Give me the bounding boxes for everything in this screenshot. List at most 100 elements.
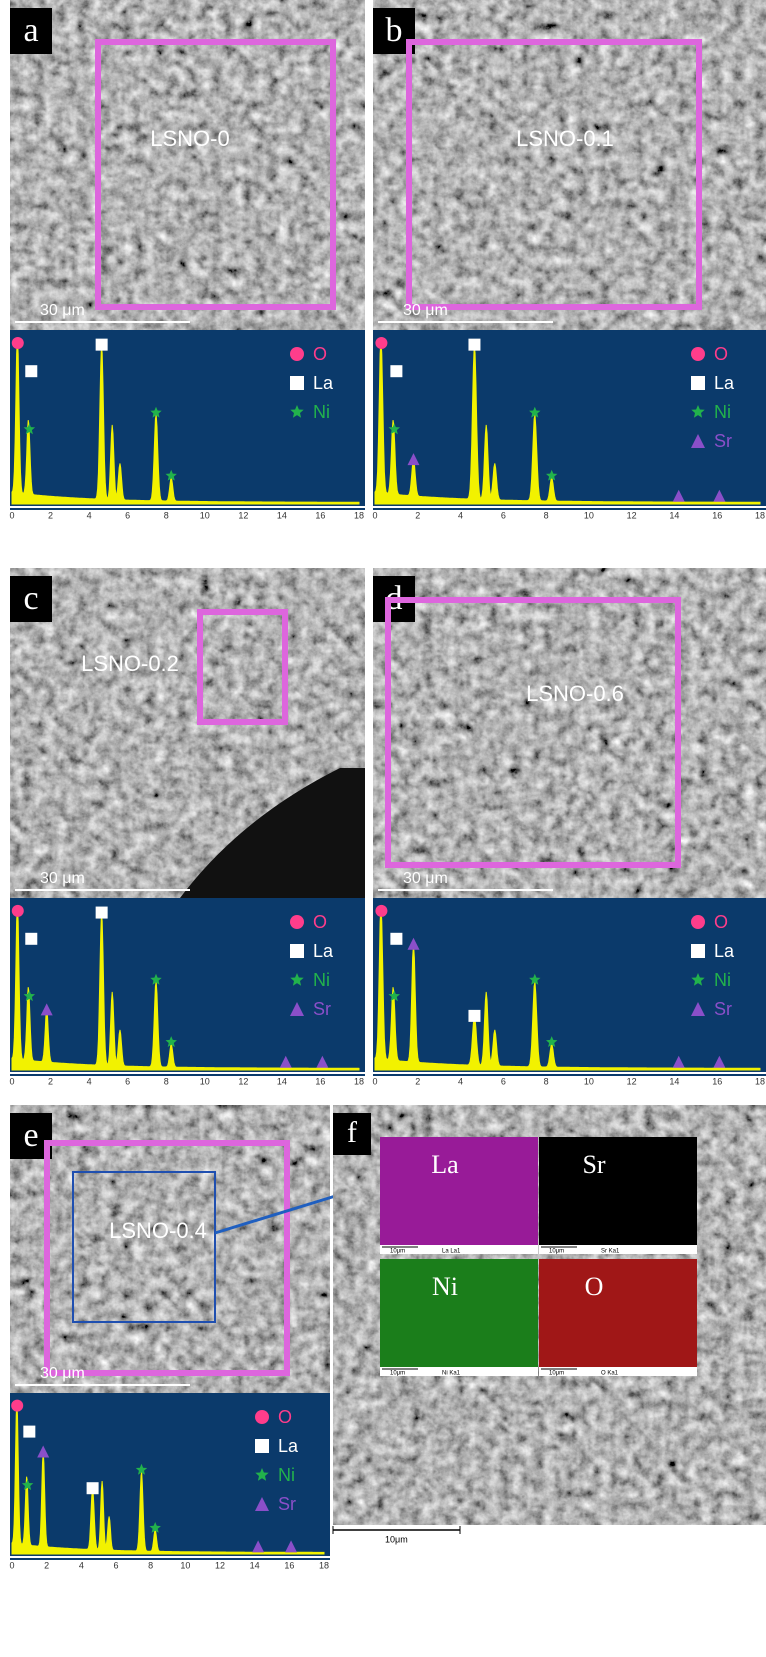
legend-label: La	[714, 941, 735, 961]
legend-label: O	[714, 912, 728, 932]
panel-letter: f	[347, 1116, 357, 1149]
map-scale-label: 10μm	[549, 1371, 564, 1377]
panel-letter: a	[23, 12, 38, 49]
x-tick-label: 4	[79, 1560, 84, 1570]
legend-label: O	[278, 1407, 292, 1427]
legend-label: Ni	[714, 402, 731, 422]
x-tick-label: 6	[113, 1560, 118, 1570]
element-map-noise	[539, 1259, 697, 1367]
x-tick-label: 10	[180, 1560, 190, 1570]
sem-image	[10, 1105, 330, 1393]
x-tick-label: 18	[755, 510, 765, 520]
x-tick-label: 18	[319, 1560, 329, 1570]
map-caption: La La1	[442, 1249, 461, 1255]
legend-marker	[12, 905, 24, 917]
x-tick-label: 6	[501, 1076, 506, 1086]
map-scale-label: 10μm	[390, 1249, 405, 1255]
x-tick-label: 16	[284, 1560, 294, 1570]
x-tick-label: 10	[200, 1076, 210, 1086]
legend-label: Ni	[313, 402, 330, 422]
scale-bar-label: 30 μm	[403, 302, 448, 319]
map-scale-label: 10μm	[549, 1249, 564, 1255]
x-tick-label: 8	[544, 510, 549, 520]
spectrum-bg	[373, 330, 766, 510]
element-label: Sr	[582, 1150, 605, 1179]
legend-label: O	[313, 344, 327, 364]
spectrum-bg	[373, 898, 766, 1076]
x-tick-label: 16	[315, 510, 325, 520]
element-label: La	[431, 1150, 459, 1179]
legend-label: Sr	[714, 431, 732, 451]
spectrum-bg	[10, 330, 365, 510]
x-tick-label: 18	[354, 510, 364, 520]
x-tick-label: 12	[215, 1560, 225, 1570]
scale-bar-label: 30 μm	[40, 302, 85, 319]
x-tick-label: 2	[48, 1076, 53, 1086]
legend-marker	[375, 337, 387, 349]
legend-label: Sr	[313, 999, 331, 1019]
legend-label: Sr	[714, 999, 732, 1019]
x-tick-label: 16	[315, 1076, 325, 1086]
legend-label: La	[313, 373, 334, 393]
x-tick-label: 0	[372, 1076, 377, 1086]
x-tick-label: 8	[148, 1560, 153, 1570]
legend-label: O	[714, 344, 728, 364]
x-tick-label: 14	[277, 1076, 287, 1086]
x-tick-label: 16	[712, 1076, 722, 1086]
legend-marker	[691, 944, 705, 958]
legend-marker	[468, 339, 480, 351]
x-tick-label: 12	[627, 1076, 637, 1086]
element-label: O	[585, 1272, 604, 1301]
legend-label: La	[313, 941, 334, 961]
sem-image	[373, 568, 766, 898]
map-caption: Sr Ka1	[601, 1249, 620, 1255]
x-tick-label: 12	[238, 510, 248, 520]
x-tick-label: 8	[164, 1076, 169, 1086]
legend-label: Ni	[278, 1465, 295, 1485]
legend-marker	[12, 337, 24, 349]
sem-image	[10, 0, 365, 330]
x-tick-label: 6	[501, 510, 506, 520]
legend-label: Ni	[313, 970, 330, 990]
x-tick-label: 18	[354, 1076, 364, 1086]
panel-letter: e	[23, 1117, 38, 1154]
legend-label: La	[278, 1436, 299, 1456]
x-tick-label: 12	[238, 1076, 248, 1086]
legend-label: Sr	[278, 1494, 296, 1514]
sem-image	[373, 0, 766, 330]
x-tick-label: 12	[627, 510, 637, 520]
legend-marker	[87, 1482, 99, 1494]
map-scale-label: 10μm	[390, 1371, 405, 1377]
sample-label: LSNO-0.2	[81, 651, 179, 676]
sample-label: LSNO-0.1	[516, 126, 614, 151]
x-tick-label: 0	[9, 1560, 14, 1570]
x-tick-label: 0	[9, 510, 14, 520]
element-map-noise	[380, 1137, 538, 1245]
legend-marker	[255, 1439, 269, 1453]
scale-bar-label: 10μm	[385, 1534, 408, 1544]
element-map-noise	[539, 1137, 697, 1245]
legend-marker	[290, 347, 304, 361]
legend-marker	[691, 376, 705, 390]
map-caption: O Ka1	[601, 1371, 619, 1377]
legend-label: La	[714, 373, 735, 393]
legend-marker	[25, 365, 37, 377]
legend-marker	[691, 347, 705, 361]
map-caption: Ni Ka1	[442, 1371, 461, 1377]
legend-marker	[290, 915, 304, 929]
x-tick-label: 14	[250, 1560, 260, 1570]
x-tick-label: 4	[87, 510, 92, 520]
legend-marker	[96, 907, 108, 919]
legend-marker	[290, 376, 304, 390]
scale-bar-label: 30 μm	[40, 1365, 85, 1382]
x-tick-label: 2	[415, 1076, 420, 1086]
element-map-noise	[380, 1259, 538, 1367]
spectrum-bg	[10, 898, 365, 1076]
legend-label: O	[313, 912, 327, 932]
x-tick-label: 6	[125, 510, 130, 520]
x-tick-label: 4	[87, 1076, 92, 1086]
legend-marker	[375, 905, 387, 917]
legend-label: Ni	[714, 970, 731, 990]
x-tick-label: 4	[458, 1076, 463, 1086]
legend-marker	[96, 339, 108, 351]
